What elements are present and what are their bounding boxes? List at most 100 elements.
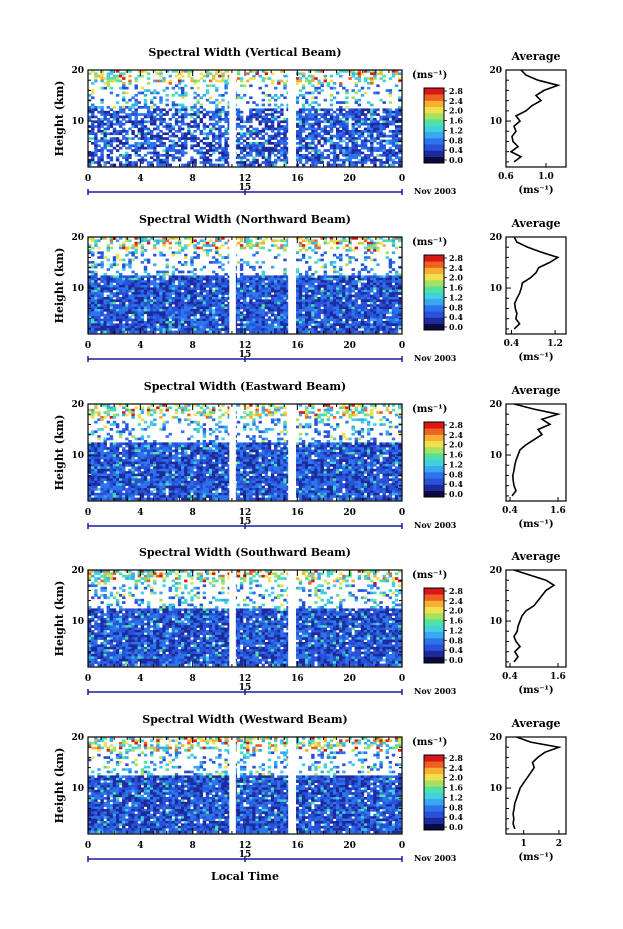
colorbar-segment xyxy=(424,619,444,626)
colorbar-segment xyxy=(424,156,444,164)
x-tick-label: 8 xyxy=(190,174,196,184)
day-label: 15 xyxy=(239,517,252,527)
y-axis-label: Height (km) xyxy=(53,415,66,491)
x-tick-label: 12 xyxy=(239,174,252,184)
x-tick-label: 16 xyxy=(291,341,304,351)
average-title: Average xyxy=(510,384,560,397)
average-y-tick-label: 10 xyxy=(489,784,502,794)
x-tick-label: 0 xyxy=(85,174,91,184)
colorbar-segment xyxy=(424,106,444,114)
colorbar-tick-label: 0.8 xyxy=(449,635,463,645)
data-gap xyxy=(229,570,236,667)
colorbar-tick-label: 0.4 xyxy=(449,645,463,655)
average-x-label: (ms⁻¹) xyxy=(518,519,553,530)
x-tick-label: 0 xyxy=(399,674,405,684)
x-tick-label: 0 xyxy=(85,508,91,518)
colorbar-segment xyxy=(424,780,444,787)
day-label: 15 xyxy=(239,850,252,860)
data-gap xyxy=(229,70,236,167)
colorbar-tick-label: 2.4 xyxy=(449,263,463,273)
average-x-label: (ms⁻¹) xyxy=(518,352,553,363)
x-tick-label: 8 xyxy=(190,341,196,351)
colorbar-tick-label: 2.8 xyxy=(449,86,463,96)
colorbar-segment xyxy=(424,305,444,312)
average-y-tick-label: 10 xyxy=(489,617,502,627)
average-y-tick-label: 10 xyxy=(489,284,502,294)
average-y-tick-label: 20 xyxy=(489,566,502,576)
colorbar-segment xyxy=(424,613,444,620)
x-tick-label: 20 xyxy=(343,174,356,184)
colorbar-segment xyxy=(424,440,444,448)
colorbar-segment xyxy=(424,606,444,614)
day-label: 15 xyxy=(239,350,252,360)
colorbar-tick-label: 1.2 xyxy=(449,292,463,302)
average-x-tick-label: 0.4 xyxy=(502,506,518,516)
colorbar-tick-label: 2.8 xyxy=(449,420,463,430)
colorbar-tick-label: 2.8 xyxy=(449,753,463,763)
colorbar-unit: (ms⁻¹) xyxy=(412,70,447,81)
colorbar-tick-label: 1.6 xyxy=(449,783,463,793)
data-gap xyxy=(229,237,236,334)
colorbar-segment xyxy=(424,631,444,639)
x-tick-label: 8 xyxy=(190,841,196,851)
colorbar-tick-label: 2.0 xyxy=(449,773,463,783)
colorbar-segment xyxy=(424,805,444,812)
colorbar-tick-label: 2.4 xyxy=(449,430,463,440)
colorbar-segment xyxy=(424,100,444,108)
average-frame xyxy=(505,236,567,335)
colorbar-frame xyxy=(423,87,445,164)
day-label: 15 xyxy=(239,683,252,693)
colorbar-tick-label: 0.4 xyxy=(449,479,463,489)
average-profile-line xyxy=(513,236,560,330)
y-tick-label: 10 xyxy=(71,284,84,294)
colorbar-unit: (ms⁻¹) xyxy=(412,404,447,415)
x-tick-label: 16 xyxy=(291,174,304,184)
colorbar-frame xyxy=(423,254,445,331)
average-x-tick-label: 1 xyxy=(521,839,527,849)
average-x-tick-label: 1.6 xyxy=(550,672,566,682)
x-tick-label: 12 xyxy=(239,841,252,851)
colorbar-segment xyxy=(424,113,444,120)
x-tick-label: 16 xyxy=(291,508,304,518)
colorbar-segment xyxy=(424,422,444,429)
colorbar-tick-label: 0.0 xyxy=(449,489,463,499)
colorbar-segment xyxy=(424,119,444,126)
day-label: 15 xyxy=(239,183,252,193)
colorbar-tick-label: 1.6 xyxy=(449,450,463,460)
average-y-tick-label: 10 xyxy=(489,117,502,127)
x-tick-label: 4 xyxy=(137,841,143,851)
colorbar-tick-label: 0.8 xyxy=(449,135,463,145)
data-gap xyxy=(229,737,236,834)
x-tick-label: 8 xyxy=(190,674,196,684)
colorbar-tick-label: 0.0 xyxy=(449,655,463,665)
date-label: Nov 2003 xyxy=(414,186,457,196)
x-tick-label: 12 xyxy=(239,508,252,518)
average-profile-line xyxy=(511,403,562,497)
average-profile-line xyxy=(513,569,556,663)
colorbar-segment xyxy=(424,472,444,479)
data-gap xyxy=(288,237,297,334)
colorbar-segment xyxy=(424,428,444,435)
colorbar-tick-label: 1.2 xyxy=(449,792,463,802)
colorbar-tick-label: 2.8 xyxy=(449,253,463,263)
panel-title: Spectral Width (Vertical Beam) xyxy=(148,46,341,59)
data-gap xyxy=(288,404,297,501)
average-profile-line xyxy=(512,736,562,830)
colorbar-segment xyxy=(424,292,444,300)
colorbar-segment xyxy=(424,594,444,601)
colorbar-segment xyxy=(424,255,444,262)
x-tick-label: 8 xyxy=(190,508,196,518)
x-tick-label: 0 xyxy=(399,841,405,851)
colorbar-segment xyxy=(424,273,444,281)
panel-1: Spectral Width (Vertical Beam) 10 20 Height… xyxy=(53,46,567,196)
x-tick-label: 0 xyxy=(85,674,91,684)
colorbar-segment xyxy=(424,644,444,651)
average-x-tick-label: 0.4 xyxy=(504,339,520,349)
x-tick-label: 4 xyxy=(137,508,143,518)
colorbar-segment xyxy=(424,817,444,825)
average-title: Average xyxy=(510,50,560,63)
colorbar-tick-label: 0.8 xyxy=(449,302,463,312)
colorbar-tick-label: 2.4 xyxy=(449,596,463,606)
average-y-tick-label: 20 xyxy=(489,733,502,743)
y-tick-label: 20 xyxy=(71,66,84,76)
